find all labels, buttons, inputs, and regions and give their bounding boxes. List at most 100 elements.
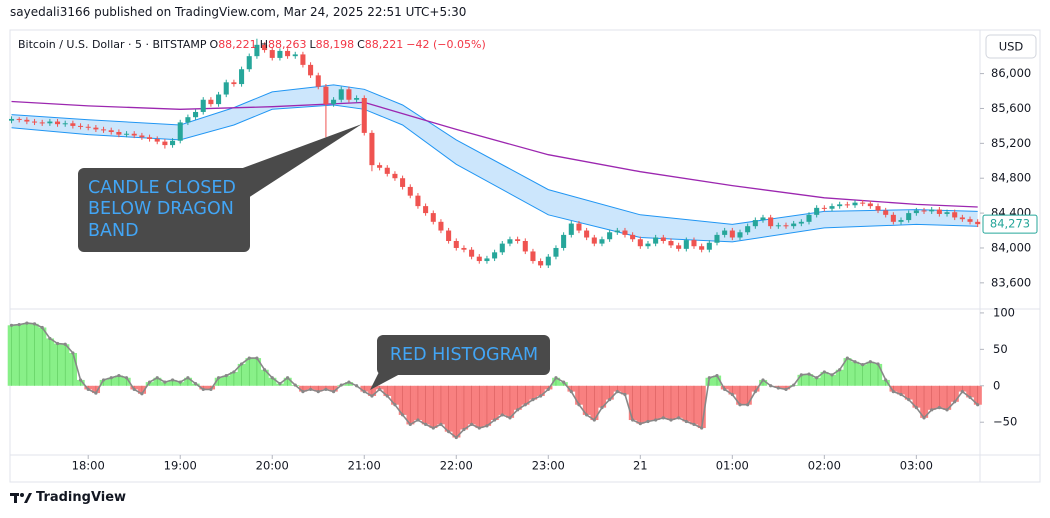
annotation-box [377, 335, 550, 375]
histogram-point [646, 419, 650, 424]
histogram-point [807, 372, 811, 376]
candle-body [898, 220, 904, 222]
histogram-point [654, 418, 658, 422]
histogram-point [439, 422, 443, 426]
histogram-point [385, 394, 389, 398]
candle-body [745, 226, 751, 233]
plot-layer [7, 38, 982, 440]
candle-body [691, 240, 697, 247]
annotation-text: BAND [88, 221, 139, 241]
histogram-point [715, 373, 719, 378]
histogram-point [746, 403, 750, 407]
y-tick-label: 83,600 [991, 275, 1031, 289]
last-price-label: 84,273 [990, 217, 1030, 231]
histogram-point [623, 392, 627, 397]
candle-body [637, 239, 643, 247]
currency-box[interactable] [985, 34, 1037, 59]
candle-body [453, 240, 459, 248]
candle-body [369, 132, 375, 166]
y-tick-label: 50 [993, 342, 1008, 356]
y-tick-label: 86,000 [991, 66, 1031, 80]
histogram-point [600, 406, 604, 410]
histogram-point [232, 370, 236, 374]
legend-key: C [357, 38, 365, 51]
histogram-point [631, 418, 635, 422]
annotation-box [78, 168, 250, 252]
candle-body [729, 230, 735, 238]
histogram-point [377, 387, 382, 392]
histogram-point [431, 426, 435, 430]
histogram-point [48, 336, 52, 341]
candle-body [883, 210, 889, 215]
symbol-legend: Bitcoin / U.S. Dollar · 5 · BITSTAMP O88,… [18, 38, 486, 51]
histogram-point [592, 418, 596, 422]
histogram-point [78, 378, 83, 382]
candle-body [200, 99, 206, 112]
candle-body [553, 247, 559, 257]
candle-body [645, 243, 651, 247]
candle-body [630, 234, 636, 240]
candle-body [124, 133, 130, 135]
candle-body [55, 121, 61, 125]
x-tick-label: 02:00 [808, 459, 841, 473]
candle-body [852, 202, 858, 206]
candle-body [116, 132, 122, 135]
histogram-point [891, 390, 895, 394]
candle-body [967, 219, 973, 222]
y-tick-label: 85,200 [991, 136, 1031, 150]
x-tick-label: 03:00 [900, 459, 933, 473]
moving-average [11, 100, 978, 208]
histogram-point [462, 427, 466, 432]
histogram-point [278, 381, 282, 386]
candle-body [16, 118, 22, 120]
histogram-point [308, 387, 313, 392]
candle-body [78, 125, 84, 127]
histogram-point [224, 373, 228, 378]
candle-body [699, 246, 705, 250]
candle-body [446, 230, 452, 241]
histogram-point [239, 362, 244, 366]
histogram-point [830, 373, 834, 377]
histogram-point [9, 323, 14, 327]
y-tick-label: 84,000 [991, 240, 1031, 254]
histogram-point [485, 424, 489, 428]
histogram-point [500, 413, 504, 417]
candle-body [752, 220, 758, 227]
candle-body [277, 50, 283, 58]
histogram-point [930, 408, 934, 412]
candle-body [936, 209, 942, 214]
candle-body [216, 94, 222, 105]
histogram-point [707, 376, 711, 380]
candle-body [783, 225, 789, 227]
candle-body [722, 230, 728, 235]
histogram-point [784, 387, 788, 392]
logo-icon [10, 492, 32, 503]
histogram-point [516, 408, 520, 412]
histogram-point [270, 376, 274, 380]
candle-body [668, 240, 674, 246]
histogram-point [178, 380, 182, 384]
histogram-point [55, 341, 60, 346]
legend-key: L [309, 38, 316, 51]
candle-body [906, 213, 912, 221]
histogram-point [960, 390, 964, 394]
histogram-point [554, 376, 558, 380]
candle-body [568, 223, 574, 235]
band-fill [11, 84, 978, 242]
candle-body [591, 237, 597, 244]
candle-body [775, 225, 781, 227]
last-price-box [982, 214, 1038, 234]
candle-body [139, 135, 145, 138]
candle-body [760, 217, 766, 221]
histogram-point [301, 390, 305, 394]
histogram-point [677, 416, 681, 420]
histogram-point [845, 356, 849, 360]
histogram-point [922, 416, 926, 420]
legend-value: 88,263 [267, 38, 307, 51]
candle-body [952, 212, 958, 218]
histogram-point [40, 325, 44, 330]
candle-body [47, 121, 53, 124]
candle-body [714, 234, 720, 243]
candle-body [821, 207, 827, 209]
